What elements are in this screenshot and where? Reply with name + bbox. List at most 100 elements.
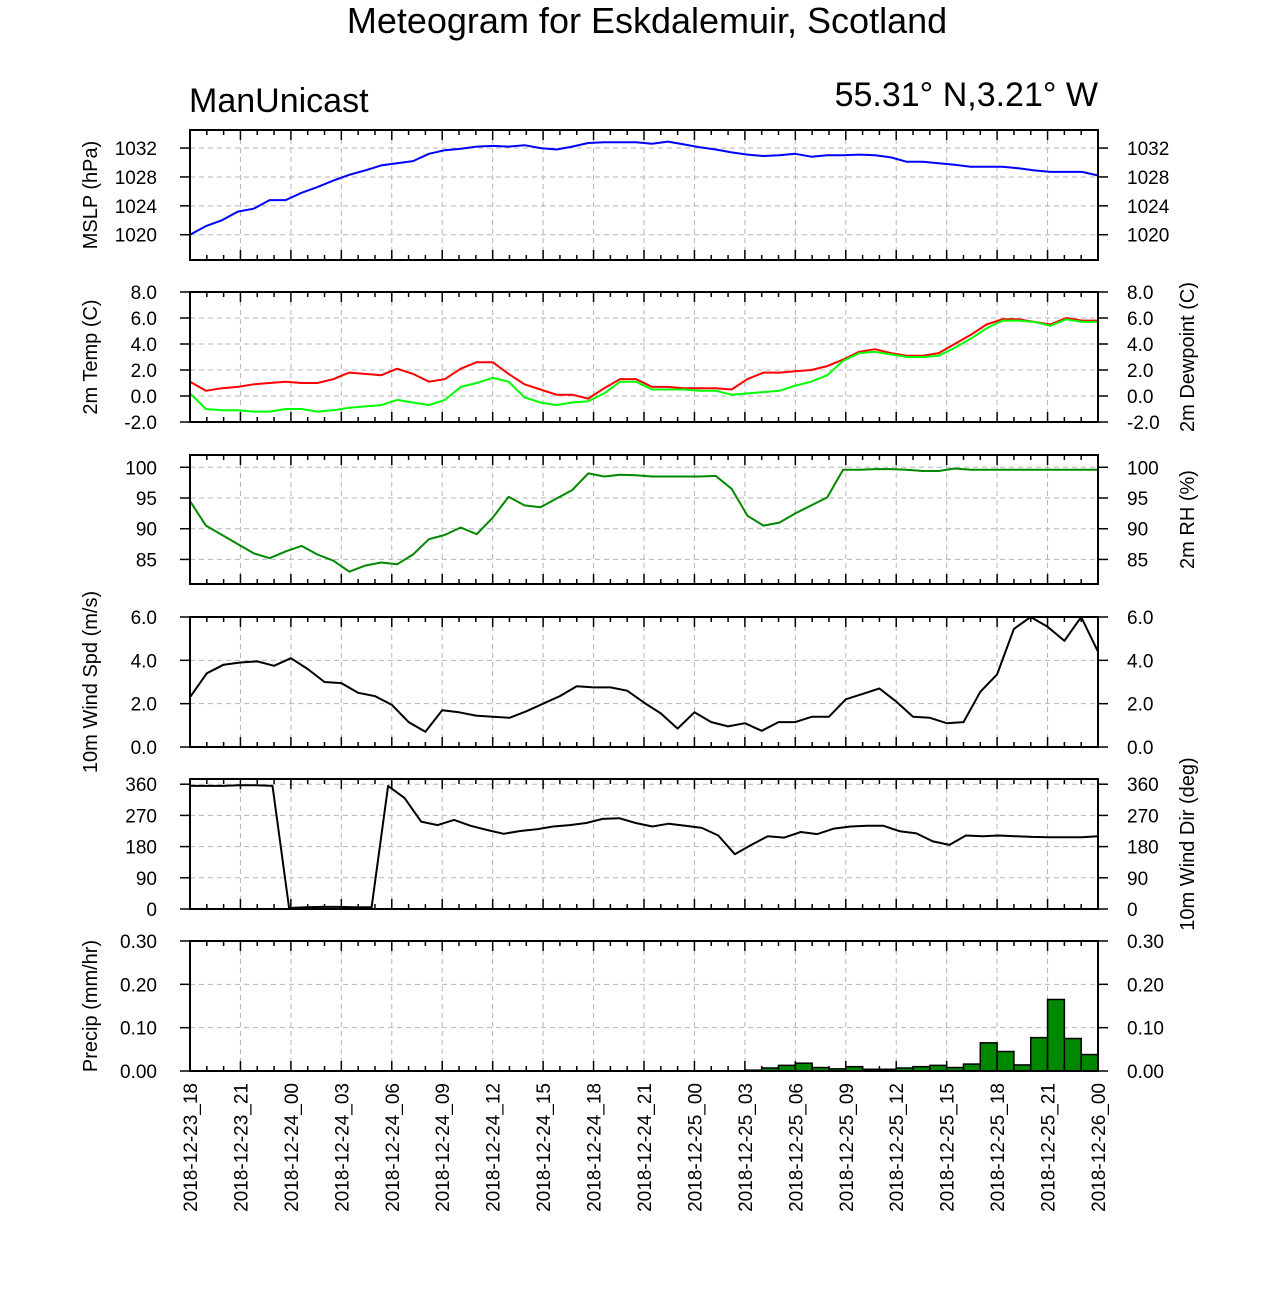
precip-bar: [1029, 1036, 1049, 1072]
y-axis-label-right: 2m RH (%): [1177, 470, 1199, 569]
y-tick-label-left: 1024: [115, 197, 158, 218]
y-tick-label-left: 1020: [115, 226, 157, 247]
series-line-2: [189, 318, 1098, 413]
y-tick-label-right: 4.0: [1127, 335, 1153, 356]
y-tick-label-left: 270: [125, 806, 157, 827]
x-tick-label: 2018-12-24_00: [282, 1083, 303, 1212]
precip-bar: [979, 1042, 998, 1072]
panel-3: 85 85 90 90 95 95 100 100 2m RH (%): [125, 454, 1199, 585]
x-tick-label: 2018-12-25_21: [1039, 1083, 1060, 1212]
y-tick-label-right: 360: [1127, 775, 1159, 796]
x-tick-label: 2018-12-25_03: [736, 1083, 757, 1212]
precip-bar: [1080, 1053, 1099, 1072]
x-tick-label: 2018-12-24_18: [585, 1083, 606, 1212]
y-tick-label-right: 95: [1127, 489, 1148, 510]
y-tick-label-left: 2.0: [131, 695, 157, 716]
y-tick-label-right: 180: [1127, 838, 1159, 859]
x-tick-label: 2018-12-24_21: [635, 1083, 656, 1212]
y-tick-label-left: 85: [136, 550, 157, 571]
y-tick-label-right: 100: [1127, 458, 1159, 479]
x-tick-label: 2018-12-24_03: [332, 1083, 353, 1212]
x-tick-label: 2018-12-24_15: [534, 1083, 555, 1212]
y-tick-label-left: 0.00: [120, 1062, 157, 1083]
x-tick-label: 2018-12-24_06: [383, 1083, 404, 1212]
y-tick-label-right: 1020: [1127, 226, 1169, 247]
y-tick-label-left: 360: [125, 775, 157, 796]
y-axis-label-left: Precip (mm/hr): [80, 940, 102, 1072]
panel-1: 1020 1020 1024 1024 1028 1028 1032 1032 MSLP (hP…: [80, 129, 1170, 261]
y-tick-label-right: 1032: [1127, 139, 1169, 160]
precip-bar: [1063, 1037, 1082, 1072]
y-tick-label-right: 0.20: [1127, 975, 1164, 996]
series-line-1: [189, 140, 1099, 236]
panel-4: 0.0 0.0 2.0 2.0 4.0 4.0 6.0 6.0 10m Wind Spd (m/…: [80, 591, 1153, 773]
y-tick-label-right: 85: [1127, 550, 1148, 571]
y-tick-label-right: 8.0: [1127, 283, 1153, 304]
x-tick-label: 2018-12-26_00: [1089, 1083, 1110, 1212]
y-tick-label-right: 0.30: [1127, 932, 1164, 953]
series-line-1: [189, 467, 1098, 573]
y-tick-label-left: 0.30: [120, 932, 157, 953]
y-tick-label-right: 0.0: [1127, 387, 1153, 408]
y-axis-label-left: 10m Wind Spd (m/s): [80, 591, 102, 773]
y-tick-label-right: 4.0: [1127, 651, 1153, 672]
y-tick-label-right: 6.0: [1127, 309, 1153, 330]
y-tick-label-left: 0.10: [120, 1019, 157, 1040]
location-coordinates: 55.31° N,3.21° W: [835, 76, 1098, 114]
y-axis-label-right: 2m Dewpoint (C): [1177, 282, 1199, 432]
y-tick-label-right: 2.0: [1127, 695, 1153, 716]
y-tick-label-left: 8.0: [131, 283, 157, 304]
x-tick-label: 2018-12-25_09: [837, 1083, 858, 1212]
y-axis-label-left: MSLP (hPa): [80, 141, 102, 250]
y-tick-label-left: 4.0: [131, 651, 157, 672]
y-tick-label-left: 0: [146, 900, 157, 921]
x-tick-label: 2018-12-25_12: [887, 1083, 908, 1212]
y-tick-label-right: 1024: [1127, 197, 1170, 218]
y-tick-label-right: 2.0: [1127, 361, 1153, 382]
chart-title: Meteogram for Eskdalemuir, Scotland: [347, 0, 947, 41]
y-tick-label-left: 0.20: [120, 975, 157, 996]
y-tick-label-right: 0: [1127, 900, 1138, 921]
y-tick-label-right: 270: [1127, 806, 1159, 827]
x-tick-label: 2018-12-23_21: [231, 1083, 252, 1212]
x-tick-label: 2018-12-24_09: [433, 1083, 454, 1212]
y-tick-label-left: 1032: [115, 139, 157, 160]
y-tick-label-left: 4.0: [131, 335, 157, 356]
y-axis-label-left: 2m Temp (C): [80, 299, 102, 414]
panel-2: -2.0 -2.0 0.0 0.0 2.0 2.0 4.0 4.0 6.0 6.0 8.0 8.0 2m…: [80, 282, 1199, 434]
y-tick-label-right: 0.0: [1127, 738, 1153, 759]
panel-6: 0.00 0.00 0.10 0.10 0.20 0.20 0.30 0.30 Precip (…: [80, 932, 1164, 1083]
model-label: ManUnicast: [189, 82, 369, 120]
y-tick-label-left: 0.0: [131, 387, 157, 408]
x-tick-label: 2018-12-23_18: [181, 1083, 202, 1212]
series-line-1: [189, 317, 1098, 400]
y-tick-label-left: 6.0: [131, 309, 157, 330]
y-tick-label-left: 2.0: [131, 361, 157, 382]
y-tick-label-left: 1028: [115, 168, 157, 189]
y-tick-label-left: 0.0: [131, 738, 157, 759]
y-tick-label-left: -2.0: [124, 413, 157, 434]
y-tick-label-left: 6.0: [131, 608, 157, 629]
y-tick-label-left: 90: [136, 869, 157, 890]
panel-5: 0 0 90 90 180 180 270 270 360 360 10m Wind Dir (de…: [125, 757, 1199, 930]
y-tick-label-left: 90: [136, 520, 157, 541]
x-tick-label: 2018-12-24_12: [484, 1083, 505, 1212]
series-line-1: [189, 616, 1099, 733]
x-tick-label: 2018-12-25_00: [685, 1083, 706, 1212]
y-tick-label-right: 90: [1127, 869, 1148, 890]
x-tick-label: 2018-12-25_18: [988, 1083, 1009, 1212]
y-tick-label-right: 1028: [1127, 168, 1169, 189]
y-axis-label-right: 10m Wind Dir (deg): [1177, 757, 1199, 930]
y-tick-label-left: 180: [125, 838, 157, 859]
y-tick-label-right: 6.0: [1127, 608, 1153, 629]
precip-bar: [996, 1050, 1015, 1072]
y-tick-label-right: 0.10: [1127, 1019, 1164, 1040]
y-tick-label-right: -2.0: [1127, 413, 1160, 434]
y-tick-label-right: 0.00: [1127, 1062, 1164, 1083]
x-tick-label: 2018-12-25_15: [938, 1083, 959, 1212]
y-tick-label-right: 90: [1127, 520, 1148, 541]
x-tick-label: 2018-12-25_06: [786, 1083, 807, 1212]
y-tick-label-left: 95: [136, 489, 157, 510]
